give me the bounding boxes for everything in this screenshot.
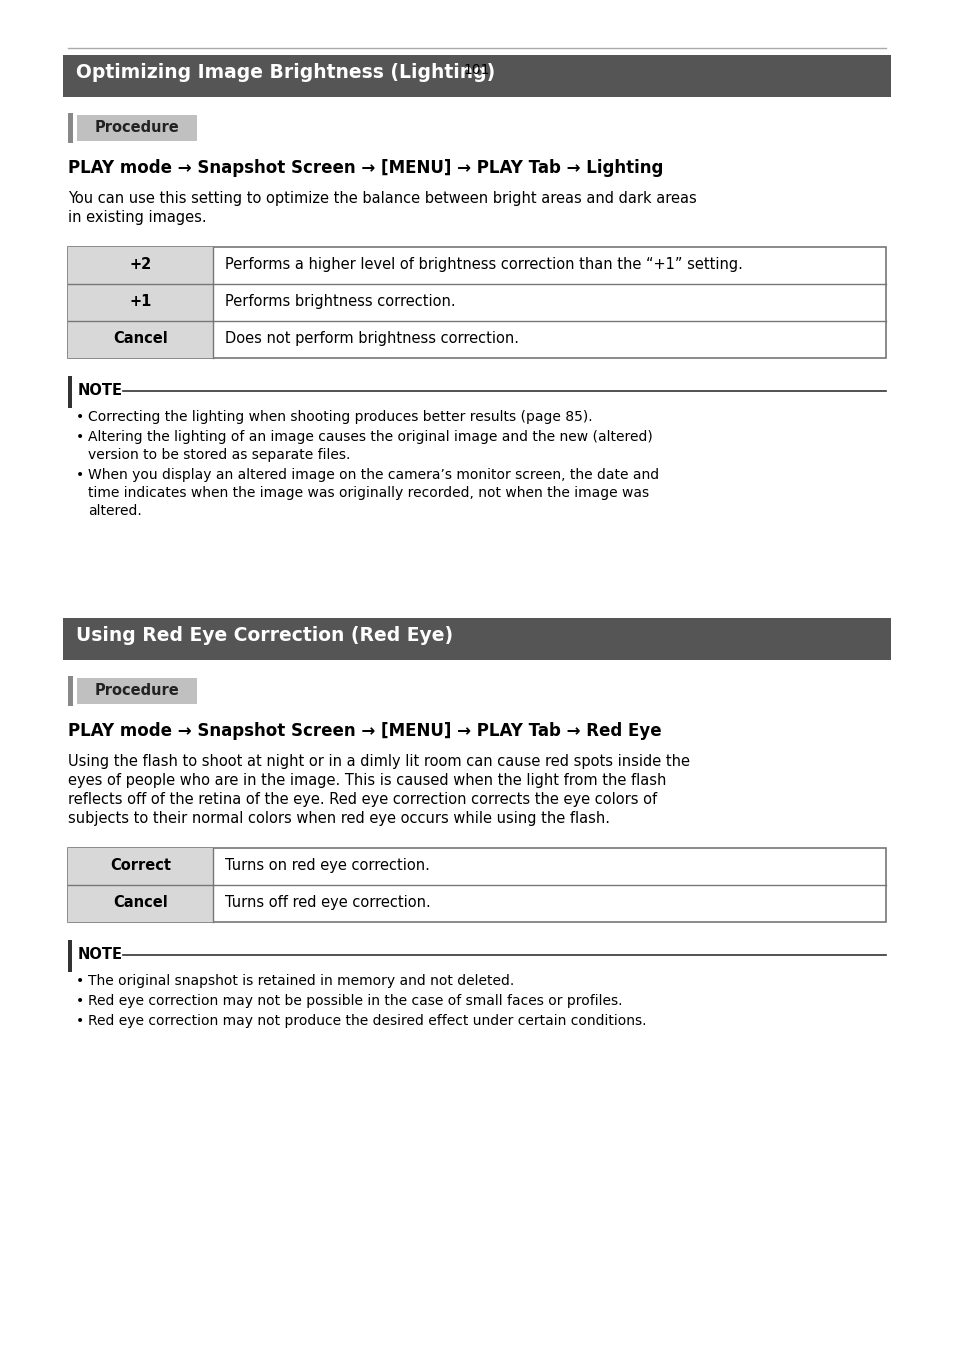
Bar (68, 676, 73, 706)
Text: The original snapshot is retained in memory and not deleted.: The original snapshot is retained in mem… (88, 974, 514, 988)
Text: •: • (76, 468, 84, 482)
Text: NOTE: NOTE (78, 383, 123, 398)
Text: Altering the lighting of an image causes the original image and the new (altered: Altering the lighting of an image causes… (88, 430, 652, 444)
Bar (68, 247, 885, 358)
Text: +1: +1 (130, 294, 152, 309)
Text: in existing images.: in existing images. (68, 210, 207, 225)
Bar (68, 848, 213, 885)
Bar (68, 940, 71, 972)
Bar (63, 617, 890, 660)
Text: Red eye correction may not be possible in the case of small faces or profiles.: Red eye correction may not be possible i… (88, 993, 622, 1008)
Text: time indicates when the image was originally recorded, not when the image was: time indicates when the image was origin… (88, 486, 648, 499)
Bar (77, 115, 196, 141)
Bar (68, 376, 71, 408)
Bar (68, 113, 73, 142)
Text: subjects to their normal colors when red eye occurs while using the flash.: subjects to their normal colors when red… (68, 811, 609, 826)
Text: version to be stored as separate files.: version to be stored as separate files. (88, 448, 350, 461)
Text: Turns on red eye correction.: Turns on red eye correction. (225, 858, 430, 873)
Text: Turns off red eye correction.: Turns off red eye correction. (225, 896, 431, 911)
Bar (68, 885, 213, 921)
Text: When you display an altered image on the camera’s monitor screen, the date and: When you display an altered image on the… (88, 468, 659, 482)
Text: •: • (76, 974, 84, 988)
Bar (68, 247, 213, 284)
Text: 101: 101 (463, 62, 490, 77)
Text: Procedure: Procedure (94, 683, 179, 697)
Bar (77, 678, 196, 704)
Text: altered.: altered. (88, 503, 142, 518)
Text: Procedure: Procedure (94, 119, 179, 134)
Text: reflects off of the retina of the eye. Red eye correction corrects the eye color: reflects off of the retina of the eye. R… (68, 792, 657, 807)
Text: eyes of people who are in the image. This is caused when the light from the flas: eyes of people who are in the image. Thi… (68, 773, 666, 788)
Text: Does not perform brightness correction.: Does not perform brightness correction. (225, 331, 518, 346)
Text: PLAY mode → Snapshot Screen → [MENU] → PLAY Tab → Lighting: PLAY mode → Snapshot Screen → [MENU] → P… (68, 159, 662, 176)
Text: •: • (76, 430, 84, 444)
Bar (68, 848, 885, 921)
Text: Performs a higher level of brightness correction than the “+1” setting.: Performs a higher level of brightness co… (225, 256, 742, 271)
Text: •: • (76, 1014, 84, 1029)
Text: •: • (76, 410, 84, 423)
Text: •: • (76, 993, 84, 1008)
Bar (68, 284, 213, 322)
Text: Using Red Eye Correction (Red Eye): Using Red Eye Correction (Red Eye) (76, 626, 453, 645)
Text: Optimizing Image Brightness (Lighting): Optimizing Image Brightness (Lighting) (76, 62, 495, 81)
Text: Correcting the lighting when shooting produces better results (page 85).: Correcting the lighting when shooting pr… (88, 410, 592, 423)
Bar (68, 322, 213, 358)
Text: Using the flash to shoot at night or in a dimly lit room can cause red spots ins: Using the flash to shoot at night or in … (68, 754, 689, 769)
Text: Correct: Correct (110, 858, 171, 873)
Text: Red eye correction may not produce the desired effect under certain conditions.: Red eye correction may not produce the d… (88, 1014, 646, 1029)
Text: +2: +2 (130, 256, 152, 271)
Text: PLAY mode → Snapshot Screen → [MENU] → PLAY Tab → Red Eye: PLAY mode → Snapshot Screen → [MENU] → P… (68, 722, 661, 740)
Text: Cancel: Cancel (113, 896, 168, 911)
Text: Cancel: Cancel (113, 331, 168, 346)
Bar (63, 56, 890, 96)
Text: Other Playback Functions (PLAY): Other Playback Functions (PLAY) (704, 62, 885, 73)
Text: NOTE: NOTE (78, 947, 123, 962)
Text: Performs brightness correction.: Performs brightness correction. (225, 294, 456, 309)
Text: You can use this setting to optimize the balance between bright areas and dark a: You can use this setting to optimize the… (68, 191, 696, 206)
